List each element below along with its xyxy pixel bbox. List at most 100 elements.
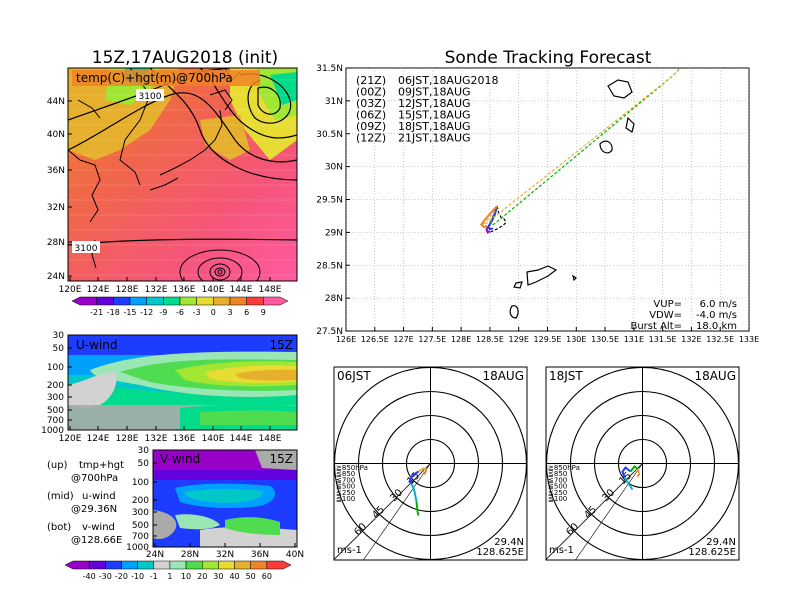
note-key: (up) (47, 460, 68, 471)
pressure-tick-label: 50 (138, 459, 150, 469)
colorbar-label: -20 (115, 572, 128, 581)
height-contours (68, 68, 297, 246)
lat-tick-label: 30N (325, 163, 343, 173)
map-field-label: temp(C)+hgt(m)@700hPa (76, 71, 233, 85)
pressure-tick-label: 1000 (126, 543, 149, 553)
colorbar-label: -18 (107, 308, 120, 317)
colorbar-swatch (213, 296, 231, 306)
colorbar-swatch (234, 560, 251, 570)
colorbar-label: -9 (159, 308, 167, 317)
lat-tick-label: 28N (325, 294, 343, 304)
level-label: ≦250 (548, 489, 567, 497)
colorbar-swatch (179, 296, 197, 306)
colorbar-swatch (163, 296, 181, 306)
level-label: ≦500 (548, 483, 567, 491)
pressure-tick-label: 300 (132, 508, 149, 518)
map-lat-ticks: 44N 40N 36N 32N 28N 24N (47, 97, 72, 282)
pressure-tick-label: 500 (47, 406, 64, 416)
lon-tick-label: 124E (87, 434, 110, 444)
level-label: ≦850 (336, 470, 355, 478)
level-label: ≧850hPa (548, 464, 580, 472)
colorbar-label: -10 (131, 572, 144, 581)
colorbar-swatch (266, 560, 292, 570)
pressure-tick-label: 100 (132, 478, 149, 488)
lon-tick-label: 129.5E (534, 335, 562, 344)
legend-time: 21JST,18AUG (398, 132, 471, 145)
colorbar-label: 10 (181, 572, 191, 581)
contour-label: 3100 (75, 244, 98, 254)
param-value: -4.0 m/s (696, 310, 737, 321)
note-text: u-wind (82, 491, 116, 502)
lat-tick-label: 27.5N (316, 327, 343, 337)
lon-tick-label: 144E (230, 285, 253, 295)
colorbar-swatch (96, 296, 114, 306)
pressure-tick-label: 50 (53, 344, 65, 354)
colorbar-swatch (88, 560, 106, 570)
map-title: 15Z,17AUG2018 (init) (92, 48, 278, 68)
map-lon-ticks: 120E 124E 128E 132E 136E 140E 144E 148E (59, 277, 282, 295)
pressure-tick-label: 200 (47, 381, 64, 391)
level-label: ≦850 (548, 470, 567, 478)
lat-tick-label: 40N (286, 550, 304, 560)
u-wind-panel (68, 335, 297, 430)
pressure-tick-label: 1000 (41, 426, 64, 436)
contour-label: 3100 (139, 92, 162, 102)
colorbar-label: -6 (176, 308, 184, 317)
lon-tick-label: 132.5E (706, 335, 734, 344)
hodograph-trace (410, 483, 418, 502)
colorbar-swatch (146, 296, 164, 306)
legend-time: 18JST,18AUG (398, 120, 471, 133)
legend-time: 06JST,18AUG2018 (398, 74, 499, 87)
colorbar-swatch (250, 560, 268, 570)
lon-tick-label: 131.5E (649, 335, 677, 344)
colorbar-label: 6 (244, 308, 249, 317)
track-series (479, 205, 498, 229)
u-wind-lon-ticks: 120E 124E 128E 132E 136E 140E 144E 148E (59, 426, 282, 444)
lat-tick-label: 28N (47, 238, 65, 248)
colorbar-swatch (137, 560, 155, 570)
param-label: VDW= (649, 310, 682, 321)
colorbar-label: -3 (193, 308, 201, 317)
hodograph-lon: 128.625E (476, 547, 524, 558)
colorbar-label: -21 (90, 308, 103, 317)
pressure-tick-label: 30 (53, 331, 65, 341)
lon-tick-label: 136E (173, 285, 196, 295)
colorbar-swatch (129, 296, 147, 306)
tracking-grid (346, 68, 749, 331)
axis-line (334, 463, 431, 560)
colorbar-label: -30 (99, 572, 112, 581)
level-label: ≦700 (548, 476, 567, 484)
lon-tick-label: 132E (145, 285, 168, 295)
hodograph-trace (423, 469, 428, 475)
lat-tick-label: 24N (47, 272, 65, 282)
lon-tick-label: 148E (259, 285, 282, 295)
tracking-coastlines (509, 79, 635, 319)
pressure-tick-label: 200 (132, 496, 149, 506)
note-text: tmp+hgt (79, 460, 124, 471)
hodograph-lat: 29.4N (706, 537, 736, 548)
lat-tick-label: 32N (47, 203, 65, 213)
hodograph-unit: ms-1 (549, 545, 574, 556)
colorbar-label: 20 (197, 572, 207, 581)
lat-tick-label: 29N (325, 228, 343, 238)
legend-time: 12JST,18AUG (398, 97, 471, 110)
tracking-title: Sonde Tracking Forecast (445, 48, 652, 68)
lon-tick-label: 133E (739, 335, 759, 344)
v-wind-time: 15Z (270, 452, 294, 466)
colorbar-swatch (218, 560, 235, 570)
track-series (486, 205, 499, 231)
u-wind-label: U-wind (76, 338, 117, 352)
lon-tick-label: 132E (145, 434, 168, 444)
legend-code: (03Z) (356, 97, 386, 110)
u-wind-time: 15Z (270, 338, 294, 352)
tracking-legend: (21Z) 06JST,18AUG2018 (00Z) 09JST,18AUG (03Z… (356, 74, 499, 145)
note-subtext: @128.66E (71, 535, 122, 546)
level-label: ≧850hPa (336, 464, 368, 472)
pressure-tick-label: 500 (132, 521, 149, 531)
lon-tick-label: 124E (87, 285, 110, 295)
lon-tick-label: 120E (59, 434, 82, 444)
colorbar-label: 60 (262, 572, 272, 581)
pressure-tick-label: 100 (47, 363, 64, 373)
level-label: ≦500 (336, 483, 355, 491)
